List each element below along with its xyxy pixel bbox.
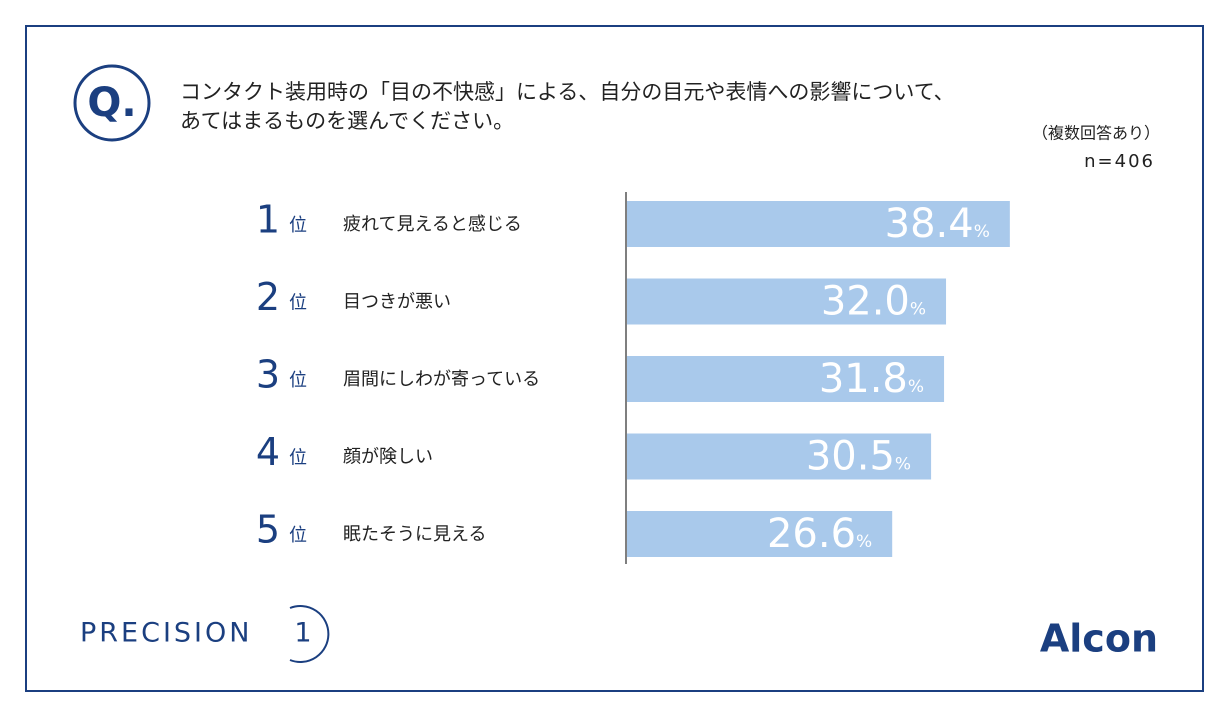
rank: 4 bbox=[256, 430, 280, 474]
title-line: コンタクト装用時の「目の不快感」による、自分の目元や表情への影響について、 bbox=[180, 80, 955, 104]
brand-ring bbox=[289, 605, 330, 663]
value-label: 30.5% bbox=[806, 434, 911, 480]
rank: 3 bbox=[256, 353, 280, 397]
bar bbox=[627, 511, 893, 557]
value-label: 32.0% bbox=[821, 279, 926, 325]
bar bbox=[627, 278, 947, 325]
value-unit: % bbox=[910, 300, 926, 320]
value-unit: % bbox=[856, 532, 872, 552]
bar bbox=[627, 433, 932, 480]
value-label: 26.6% bbox=[767, 511, 872, 557]
category-label: 疲れて見えると感じる bbox=[343, 214, 522, 235]
bar bbox=[627, 201, 1010, 247]
value-number: 38.4 bbox=[885, 201, 974, 247]
note: （複数回答あり） bbox=[1032, 124, 1160, 143]
brand-right: Alcon bbox=[1040, 617, 1158, 661]
sample-size: n=406 bbox=[1084, 151, 1155, 172]
badge: Q. bbox=[87, 80, 136, 126]
rank: 5 bbox=[256, 508, 280, 552]
category-label: 眉間にしわが寄っている bbox=[343, 369, 540, 390]
rank-suffix: 位 bbox=[289, 293, 307, 314]
brand-left-mark: 1 bbox=[294, 618, 311, 649]
value-number: 32.0 bbox=[821, 279, 910, 325]
category-label: 眠たそうに見える bbox=[343, 524, 486, 545]
value-number: 26.6 bbox=[767, 511, 856, 557]
value-number: 30.5 bbox=[806, 434, 895, 480]
rank-suffix: 位 bbox=[289, 370, 307, 391]
value-unit: % bbox=[974, 222, 990, 242]
brand-left: PRECISION bbox=[80, 618, 252, 649]
category-label: 目つきが悪い bbox=[343, 292, 451, 313]
value-number: 31.8 bbox=[819, 356, 908, 402]
rank-suffix: 位 bbox=[289, 215, 307, 236]
frame bbox=[25, 25, 1204, 692]
rank: 1 bbox=[256, 198, 280, 242]
bar bbox=[627, 356, 945, 402]
badge-circle bbox=[73, 64, 151, 142]
value-unit: % bbox=[895, 455, 911, 475]
rank: 2 bbox=[256, 275, 280, 319]
value-label: 31.8% bbox=[819, 356, 924, 402]
title-line: あてはまるものを選んでください。 bbox=[180, 109, 514, 133]
rank-suffix: 位 bbox=[289, 448, 307, 469]
value-label: 38.4% bbox=[885, 201, 990, 247]
rank-suffix: 位 bbox=[289, 525, 307, 546]
value-unit: % bbox=[908, 377, 924, 397]
category-label: 顔が険しい bbox=[343, 447, 433, 468]
